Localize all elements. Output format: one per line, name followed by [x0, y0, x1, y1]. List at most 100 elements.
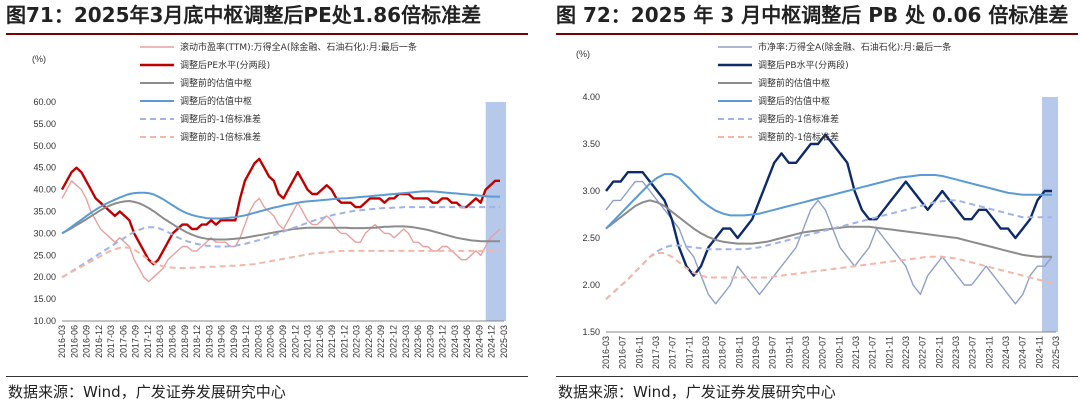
x-tick-label: 2023-07: [968, 336, 978, 369]
x-tick-label: 2023-03: [951, 336, 961, 369]
x-tick-label: 2019-03: [751, 336, 761, 369]
legend-label: 滚动市盈率(TTM):万得全A(除金融、石油石化):月:最后一条: [180, 41, 417, 53]
y-tick-label: 4.00: [582, 92, 600, 102]
y-tick-label: 3.00: [582, 186, 600, 196]
x-tick-label: 2018-07: [718, 336, 728, 369]
x-tick-label: 2016-11: [634, 336, 644, 368]
chart-panel-pb: 图 72：2025 年 3 月中枢调整后 PB 处 0.06 倍标准差 (%) 4…: [556, 0, 1080, 411]
x-tick-label: 2017-11: [684, 336, 694, 368]
x-tick-label: 2022-06: [364, 325, 374, 358]
y-tick-label: 50.00: [33, 141, 56, 151]
x-tick-label: 2016-03: [57, 325, 67, 358]
legend-label: 调整后的-1倍标准差: [180, 113, 261, 125]
x-tick-label: 2017-06: [118, 325, 128, 358]
y-tick-label: 60.00: [33, 97, 56, 107]
y-tick-label: 35.00: [33, 207, 56, 217]
x-tick-label: 2018-11: [734, 336, 744, 368]
y-unit-label: (%): [576, 49, 590, 59]
legend-label: 市净率:万得全A(除金融、石油石化):月:最后一条: [758, 41, 951, 53]
x-tick-label: 2020-03: [253, 325, 263, 358]
x-tick-label: 2016-03: [601, 336, 611, 369]
y-tick-label: 55.00: [33, 119, 56, 129]
series-line: [61, 180, 501, 283]
x-tick-label: 2022-07: [918, 336, 928, 369]
x-tick-label: 2016-07: [618, 336, 628, 369]
chart-title: 图 72：2025 年 3 月中枢调整后 PB 处 0.06 倍标准差: [556, 3, 1069, 27]
series-line: [605, 180, 1053, 305]
x-tick-label: 2023-09: [425, 325, 435, 358]
x-tick-label: 2019-11: [784, 336, 794, 368]
x-tick-label: 2020-12: [290, 325, 300, 358]
legend-label: 调整后的估值中枢: [758, 95, 830, 107]
title-divider: [556, 33, 1078, 35]
x-tick-label: 2016-09: [82, 325, 92, 358]
y-tick-label: 1.50: [582, 327, 600, 337]
series-line: [605, 173, 1052, 230]
x-tick-label: 2018-12: [192, 325, 202, 358]
y-tick-label: 3.50: [582, 139, 600, 149]
legend-label: 调整后的估值中枢: [180, 95, 252, 107]
x-tick-label: 2023-03: [401, 325, 411, 358]
x-tick-label: 2022-09: [376, 325, 386, 358]
series-line: [605, 133, 1052, 277]
x-tick-label: 2025-03: [1051, 336, 1061, 369]
x-tick-label: 2022-03: [352, 325, 362, 358]
series-line: [605, 199, 1052, 300]
x-tick-label: 2023-12: [438, 325, 448, 358]
x-tick-label: 2019-09: [229, 325, 239, 358]
x-tick-label: 2017-07: [668, 336, 678, 369]
x-tick-label: 2018-09: [180, 325, 190, 358]
x-tick-label: 2020-11: [834, 336, 844, 368]
legend-label: 调整后的-1倍标准差: [758, 113, 839, 125]
x-tick-label: 2024-07: [1018, 336, 1028, 369]
chart-title: 图71：2025年3月底中枢调整后PE处1.86倍标准差: [6, 3, 482, 27]
x-tick-label: 2017-09: [131, 325, 141, 358]
y-tick-label: 2.00: [582, 280, 600, 290]
title-divider: [6, 33, 528, 35]
y-tick-label: 15.00: [33, 294, 56, 304]
chart-panel-pe: 图71：2025年3月底中枢调整后PE处1.86倍标准差 (%) 60.00 55.…: [6, 0, 536, 411]
x-tick-label: 2024-03: [1001, 336, 1011, 369]
x-tick-label: 2021-06: [315, 325, 325, 358]
x-tick-label: 2020-03: [801, 336, 811, 369]
y-tick-label: 25.00: [33, 250, 56, 260]
y-tick-label: 45.00: [33, 163, 56, 173]
y-unit-label: (%): [32, 54, 46, 64]
series-line: [61, 246, 500, 279]
x-tick-label: 2021-09: [327, 325, 337, 358]
x-tick-label: 2016-12: [94, 325, 104, 358]
series-line: [61, 190, 500, 235]
pe-line-chart: (%) 60.00 55.00 50.00 45.00 40.00 35.00 30.00 25…: [32, 41, 509, 358]
series-line: [60, 157, 500, 266]
x-tick-label: 2023-11: [984, 336, 994, 368]
x-tick-label: 2021-03: [303, 325, 313, 358]
x-tick-label: 2019-12: [241, 325, 251, 358]
x-tick-label: 2022-12: [389, 325, 399, 358]
x-tick-label: 2020-07: [818, 336, 828, 369]
x-tick-label: 2024-11: [1034, 336, 1044, 368]
x-tick-label: 2018-03: [701, 336, 711, 369]
x-tick-label: 2024-03: [450, 325, 460, 358]
x-tick-label: 2021-07: [868, 336, 878, 369]
source-note: 数据来源：Wind，广发证券发展研究中心: [8, 383, 286, 401]
legend-label: 调整前的-1倍标准差: [758, 131, 839, 143]
x-tick-label: 2019-07: [768, 336, 778, 369]
x-tick-label: 2024-12: [487, 325, 497, 358]
highlight-band: [485, 102, 506, 321]
series-line: [605, 252, 1053, 300]
x-tick-label: 2021-11: [884, 336, 894, 368]
x-tick-label: 2021-03: [851, 336, 861, 369]
x-tick-label: 2018-03: [155, 325, 165, 358]
source-divider: [6, 376, 528, 377]
legend-label: 调整前的估值中枢: [758, 77, 830, 89]
x-tick-label: 2017-03: [651, 336, 661, 369]
series-line: [61, 200, 500, 243]
x-tick-label: 2020-06: [266, 325, 276, 358]
x-tick-label: 2022-03: [901, 336, 911, 369]
legend-label: 调整前的估值中枢: [180, 77, 252, 89]
source-note: 数据来源：Wind，广发证券发展研究中心: [558, 383, 836, 401]
x-tick-label: 2016-06: [69, 325, 79, 358]
x-tick-label: 2019-03: [204, 325, 214, 358]
x-tick-label: 2023-06: [413, 325, 423, 358]
